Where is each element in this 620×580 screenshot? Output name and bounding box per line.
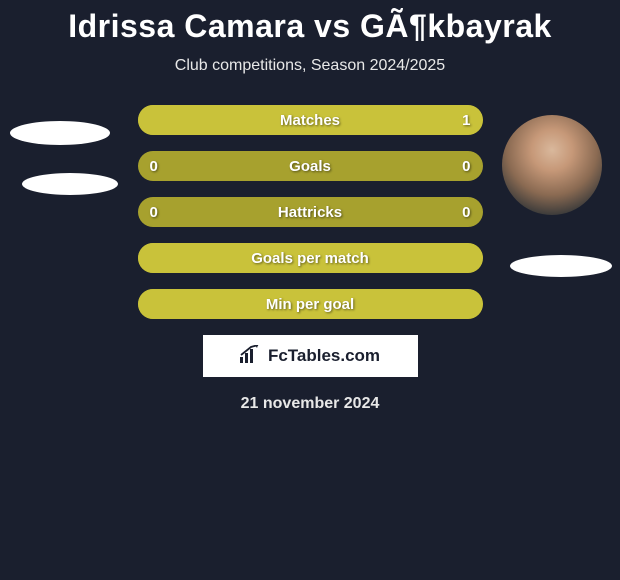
stat-bar-row: Matches 1 [138, 105, 483, 135]
stat-bars: Matches 1 0 Goals 0 0 Hattricks 0 Goals per matc… [138, 105, 483, 319]
stat-label: Matches [280, 112, 340, 129]
player-left-placeholder-1 [10, 121, 110, 145]
stat-label: Goals [289, 158, 331, 175]
logo-box: FcTables.com [203, 335, 418, 377]
player-left-avatar-area [10, 121, 118, 195]
stat-value-right: 0 [462, 204, 470, 221]
comparison-title: Idrissa Camara vs GÃ¶kbayrak [0, 0, 620, 45]
stat-value-left: 0 [150, 158, 158, 175]
player-right-avatar [502, 115, 602, 215]
stat-value-left: 0 [150, 204, 158, 221]
logo-text: FcTables.com [268, 346, 380, 366]
chart-icon [240, 345, 262, 368]
stat-bar-row: 0 Goals 0 [138, 151, 483, 181]
stat-bar-row: Min per goal [138, 289, 483, 319]
player-right-name-placeholder [510, 255, 612, 277]
stat-bar-row: Goals per match [138, 243, 483, 273]
footer-date: 21 november 2024 [0, 395, 620, 413]
stat-value-right: 0 [462, 158, 470, 175]
stat-bar-row: 0 Hattricks 0 [138, 197, 483, 227]
comparison-content: Matches 1 0 Goals 0 0 Hattricks 0 Goals per matc… [0, 105, 620, 413]
stat-label: Hattricks [278, 204, 342, 221]
stat-value-right: 1 [462, 112, 470, 129]
stat-label: Goals per match [251, 250, 369, 267]
logo: FcTables.com [240, 345, 380, 368]
stat-label: Min per goal [266, 296, 354, 313]
player-left-placeholder-2 [22, 173, 118, 195]
comparison-subtitle: Club competitions, Season 2024/2025 [0, 57, 620, 75]
